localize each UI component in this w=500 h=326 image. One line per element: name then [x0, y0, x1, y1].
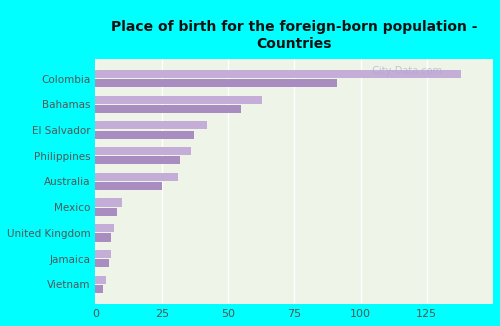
- Bar: [96, 233, 112, 242]
- Bar: [96, 199, 122, 207]
- Bar: [96, 182, 162, 190]
- Text: City-Data.com: City-Data.com: [366, 66, 442, 76]
- Bar: [96, 147, 191, 155]
- Bar: [96, 285, 104, 293]
- Bar: [96, 121, 207, 129]
- Bar: [96, 105, 241, 113]
- Bar: [96, 173, 178, 181]
- Bar: [96, 250, 112, 258]
- Bar: [96, 224, 114, 232]
- Bar: [96, 79, 336, 87]
- Bar: [96, 130, 194, 139]
- Bar: [96, 70, 461, 78]
- Bar: [96, 156, 180, 164]
- Bar: [96, 96, 262, 104]
- Bar: [96, 259, 108, 267]
- Title: Place of birth for the foreign-born population -
Countries: Place of birth for the foreign-born popu…: [111, 20, 478, 51]
- Bar: [96, 275, 106, 284]
- Bar: [96, 208, 116, 216]
